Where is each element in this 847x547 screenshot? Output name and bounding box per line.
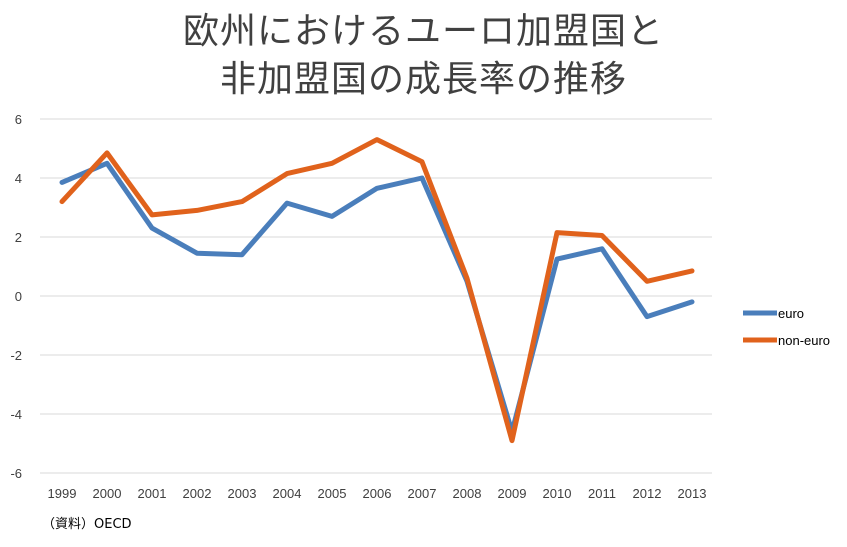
source-note: （資料）OECD bbox=[42, 517, 132, 532]
x-tick-label-2002: 2002 bbox=[183, 486, 212, 501]
legend-label-non-euro: non-euro bbox=[778, 333, 830, 348]
chart-title: 欧州におけるユーロ加盟国と 非加盟国の成長率の推移 bbox=[0, 8, 847, 104]
y-tick-label: 6 bbox=[15, 112, 22, 127]
x-tick-label-2009: 2009 bbox=[498, 486, 527, 501]
y-tick-label: -2 bbox=[10, 348, 22, 363]
series-line-euro bbox=[59, 160, 695, 435]
x-tick-label-2012: 2012 bbox=[633, 486, 662, 501]
y-tick-label: 0 bbox=[15, 289, 22, 304]
x-tick-label-2003: 2003 bbox=[228, 486, 257, 501]
x-tick-label-2005: 2005 bbox=[318, 486, 347, 501]
x-tick-label-2007: 2007 bbox=[408, 486, 437, 501]
x-tick-label-1999: 1999 bbox=[48, 486, 77, 501]
chart-title-line-1: 欧州におけるユーロ加盟国と bbox=[182, 11, 664, 52]
y-tick-label: -6 bbox=[10, 466, 22, 481]
x-tick-label-2004: 2004 bbox=[273, 486, 302, 501]
x-tick-label-2008: 2008 bbox=[453, 486, 482, 501]
x-tick-label-2011: 2011 bbox=[588, 486, 616, 501]
x-tick-label-2000: 2000 bbox=[93, 486, 122, 501]
series-line-non-euro bbox=[59, 137, 695, 444]
x-tick-label-2010: 2010 bbox=[543, 486, 572, 501]
chart-title-line-2: 非加盟国の成長率の推移 bbox=[219, 59, 627, 100]
x-tick-label-2013: 2013 bbox=[678, 486, 707, 501]
y-tick-label: 2 bbox=[15, 230, 22, 245]
y-tick-label: 4 bbox=[15, 171, 22, 186]
legend-label-euro: euro bbox=[778, 306, 804, 321]
y-tick-label: -4 bbox=[10, 407, 22, 422]
x-tick-label-2006: 2006 bbox=[363, 486, 392, 501]
x-tick-label-2001: 2001 bbox=[138, 486, 167, 501]
